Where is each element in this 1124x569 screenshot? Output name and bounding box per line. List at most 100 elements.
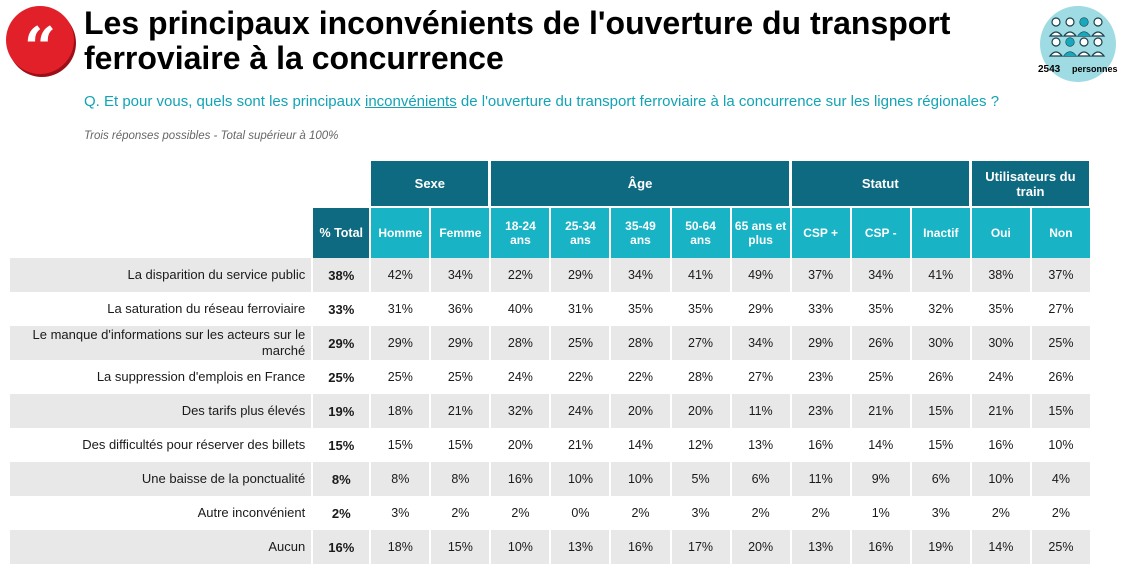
row-total: 38% — [313, 258, 370, 292]
table-cell: 15% — [387, 438, 413, 452]
table-cell: 26% — [928, 370, 954, 384]
table-cell: 28% — [688, 370, 714, 384]
question-prefix: Q. Et pour vous, quels sont les principa… — [84, 93, 365, 110]
table-cell: 25% — [868, 370, 894, 384]
empty-label-header — [10, 206, 311, 258]
subheader-csp-minus: CSP - — [851, 206, 910, 258]
table-cell: 15% — [911, 394, 970, 428]
subheader-non: Non — [1031, 206, 1090, 258]
group-statut: Statut — [791, 161, 970, 206]
row-total: 25% — [328, 369, 355, 385]
row-total: 19% — [313, 394, 370, 428]
table-cell: 34% — [731, 326, 790, 360]
question-suffix: de l'ouverture du transport ferroviaire … — [456, 93, 1000, 110]
table-cell: 33% — [808, 302, 834, 316]
table-cell: 41% — [671, 258, 730, 292]
results-table: Sexe Âge Statut Utilisateurs du train % … — [8, 161, 1092, 564]
subheader-65-plus: 65 ans et plus — [731, 206, 790, 258]
group-utilisateurs: Utilisateurs du train — [971, 161, 1090, 206]
table-cell: 20% — [507, 438, 533, 452]
table-cell: 15% — [928, 438, 954, 452]
table-row: La saturation du réseau ferroviaire 33% 31… — [10, 292, 1090, 326]
table-cell: 13% — [748, 438, 774, 452]
table-cell: 31% — [567, 302, 593, 316]
table-cell: 27% — [748, 370, 774, 384]
table-cell: 35% — [868, 302, 894, 316]
table-cell: 10% — [971, 462, 1030, 496]
sample-count: 2543 — [1038, 64, 1061, 75]
table-cell: 11% — [791, 462, 850, 496]
table-cell: 14% — [627, 438, 654, 452]
table-cell: 16% — [611, 530, 670, 564]
table-cell: 24% — [988, 370, 1014, 384]
table-cell: 25% — [447, 370, 473, 384]
table-cell: 20% — [611, 394, 670, 428]
table-row: Des difficultés pour réserver des billet… — [10, 428, 1090, 462]
row-label: La disparition du service public — [10, 258, 312, 292]
row-label: Une baisse de la ponctualité — [10, 462, 312, 496]
question-keyword: inconvénients — [364, 93, 457, 110]
table-cell: 34% — [611, 258, 670, 292]
table-cell: 14% — [868, 438, 894, 452]
table-cell: 2% — [1051, 506, 1070, 520]
table-cell: 26% — [1048, 370, 1074, 384]
table-cell: 21% — [567, 438, 593, 452]
table-cell: 21% — [851, 394, 910, 428]
table-cell: 29% — [551, 258, 610, 292]
table-cell: 2% — [631, 506, 650, 520]
table-cell: 24% — [551, 394, 610, 428]
table-cell: 29% — [371, 326, 430, 360]
table-row: La suppression d'emplois en France 25% 25%… — [10, 360, 1090, 394]
table-cell: 18% — [371, 530, 430, 564]
table-cell: 24% — [507, 370, 533, 384]
table-cell: 2% — [991, 506, 1010, 520]
table-cell: 15% — [447, 438, 473, 452]
table-cell: 49% — [731, 258, 790, 292]
table-cell: 2% — [811, 506, 830, 520]
table-cell: 36% — [447, 302, 473, 316]
row-label: Autre inconvénient — [197, 505, 306, 520]
subheader-oui: Oui — [971, 206, 1030, 258]
table-cell: 0% — [571, 506, 590, 520]
row-total: 2% — [331, 505, 351, 521]
table-cell: 32% — [928, 302, 954, 316]
group-age: Âge — [491, 161, 790, 206]
table-cell: 37% — [791, 258, 850, 292]
table-cell: 2% — [751, 506, 770, 520]
table-cell: 13% — [551, 530, 610, 564]
subheader-18-24: 18-24 ans — [491, 206, 550, 258]
table-cell: 8% — [431, 462, 490, 496]
table-cell: 16% — [491, 462, 550, 496]
row-total: 16% — [313, 530, 370, 564]
table-cell: 29% — [431, 326, 490, 360]
table-row: Aucun 16% 18% 15% 10% 13% 16% 17% 20% 13% 16% 19% 14… — [10, 530, 1090, 564]
table-cell: 22% — [491, 258, 550, 292]
table-cell: 35% — [627, 302, 654, 316]
sample-unit: personnes — [1072, 64, 1118, 74]
table-cell: 30% — [971, 326, 1030, 360]
quote-icon: “ — [6, 6, 74, 76]
table-row: Une baisse de la ponctualité 8% 8% 8% 16% 10%… — [10, 462, 1090, 496]
subheader-35-49: 35-49 ans — [611, 206, 670, 258]
table-cell: 38% — [971, 258, 1030, 292]
table-cell: 5% — [671, 462, 730, 496]
table-cell: 2% — [451, 506, 470, 520]
table-cell: 13% — [791, 530, 850, 564]
table-cell: 29% — [748, 302, 774, 316]
empty-corner — [10, 161, 369, 206]
row-total: 15% — [328, 437, 355, 453]
table-cell: 18% — [371, 394, 430, 428]
group-header-row: Sexe Âge Statut Utilisateurs du train — [10, 161, 1090, 206]
table-cell: 6% — [911, 462, 970, 496]
sub-header-row: % Total Homme Femme 18-24 ans 25-34 ans … — [10, 206, 1090, 258]
table-cell: 10% — [1048, 438, 1074, 452]
subheader-femme: Femme — [431, 206, 490, 258]
table-cell: 17% — [671, 530, 730, 564]
table-cell: 21% — [431, 394, 490, 428]
table-cell: 20% — [671, 394, 730, 428]
row-label: Le manque d'informations sur les acteurs… — [10, 326, 312, 360]
table-cell: 10% — [491, 530, 550, 564]
table-cell: 34% — [431, 258, 490, 292]
table-cell: 31% — [387, 302, 413, 316]
table-cell: 15% — [1031, 394, 1090, 428]
